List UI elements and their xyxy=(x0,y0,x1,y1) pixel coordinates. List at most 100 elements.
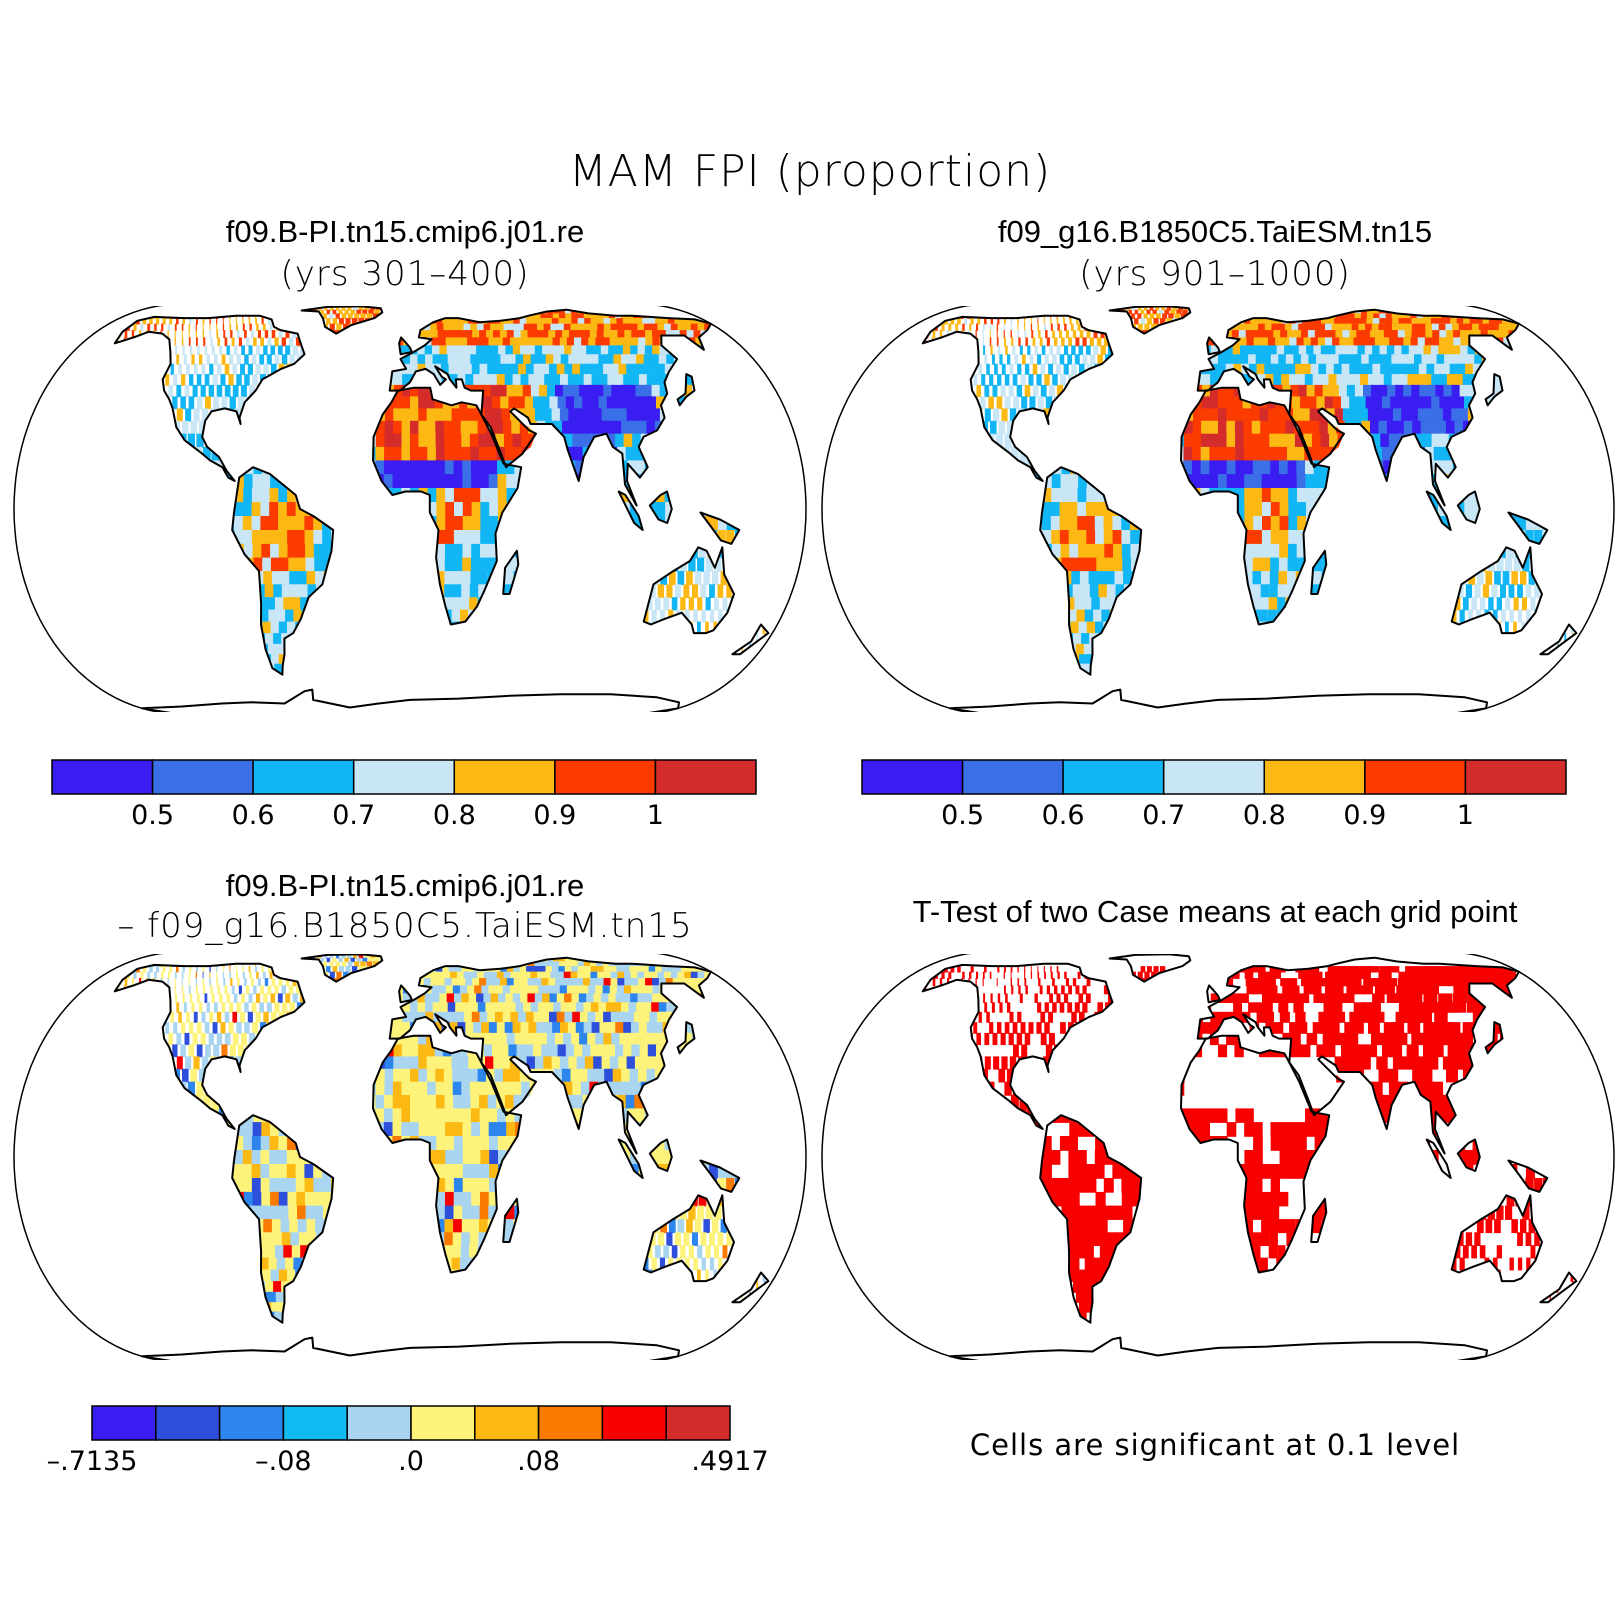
grid-cell xyxy=(1109,408,1118,422)
grid-cell xyxy=(631,680,633,689)
grid-cell xyxy=(88,558,100,572)
grid-cell xyxy=(1354,433,1366,448)
grid-cell xyxy=(1013,309,1017,315)
grid-cell xyxy=(1048,384,1055,398)
grid-cell xyxy=(1235,433,1245,448)
grid-cell xyxy=(1153,384,1162,398)
grid-cell xyxy=(1280,306,1291,311)
grid-cell xyxy=(1114,318,1119,325)
grid-cell xyxy=(604,420,616,435)
grid-cell xyxy=(357,516,367,531)
grid-cell xyxy=(1296,337,1307,347)
grid-cell xyxy=(153,330,155,339)
grid-cell xyxy=(91,571,103,585)
grid-cell xyxy=(1534,363,1551,375)
grid-cell xyxy=(549,557,558,572)
grid-cell xyxy=(1310,420,1322,435)
grid-cell xyxy=(932,330,936,339)
grid-cell xyxy=(323,460,332,475)
grid-cell xyxy=(418,420,428,435)
grid-cell xyxy=(269,502,279,517)
grid-cell xyxy=(763,446,769,462)
grid-cell xyxy=(1554,396,1569,410)
grid-cell xyxy=(549,460,560,475)
grid-cell xyxy=(221,396,228,410)
grid-cell xyxy=(513,446,524,462)
grid-cell xyxy=(347,330,354,339)
grid-cell xyxy=(183,354,187,365)
grid-cell xyxy=(602,680,605,689)
grid-cell xyxy=(1092,309,1095,315)
grid-cell xyxy=(1339,337,1351,347)
grid-cell xyxy=(1533,374,1549,386)
grid-cell xyxy=(1169,384,1178,398)
grid-cell xyxy=(643,354,658,365)
grid-cell xyxy=(1388,433,1400,448)
grid-cell xyxy=(440,663,448,674)
grid-cell xyxy=(138,337,140,347)
grid-cell xyxy=(198,502,209,517)
grid-cell xyxy=(274,337,279,347)
grid-cell xyxy=(243,474,253,489)
grid-cell xyxy=(699,530,709,545)
grid-cell xyxy=(718,609,723,623)
grid-cell xyxy=(160,672,176,682)
grid-cell xyxy=(618,309,635,315)
grid-cell xyxy=(1075,309,1076,315)
grid-cell xyxy=(1157,446,1167,462)
grid-cell xyxy=(1071,345,1076,355)
grid-cell xyxy=(1301,309,1312,315)
grid-cell xyxy=(128,633,143,645)
grid-cell xyxy=(1382,396,1394,410)
grid-cell xyxy=(968,408,974,422)
grid-cell xyxy=(497,543,507,559)
grid-cell xyxy=(474,680,480,689)
grid-cell xyxy=(357,460,367,475)
grid-cell xyxy=(546,384,559,398)
grid-cell xyxy=(462,488,473,503)
grid-cell xyxy=(341,584,352,598)
grid-cell xyxy=(420,306,428,308)
grid-cell xyxy=(918,330,921,338)
grid-cell xyxy=(972,306,980,308)
grid-cell xyxy=(1357,345,1370,355)
grid-cell xyxy=(1160,337,1168,347)
grid-cell xyxy=(114,672,119,682)
grid-cell xyxy=(1311,313,1322,319)
grid-cell xyxy=(76,516,86,531)
grid-cell xyxy=(721,621,725,634)
grid-cell xyxy=(688,654,690,665)
grid-cell xyxy=(1197,330,1205,339)
grid-cell xyxy=(565,446,576,462)
grid-cell xyxy=(360,680,370,689)
grid-cell xyxy=(993,408,1000,422)
grid-cell xyxy=(1024,306,1029,308)
grid-cell xyxy=(426,396,436,410)
grid-cell xyxy=(658,354,674,365)
grid-cell xyxy=(114,633,119,645)
grid-cell xyxy=(348,530,359,545)
grid-cell xyxy=(114,433,118,448)
grid-cell xyxy=(540,460,551,475)
grid-cell xyxy=(635,633,640,645)
grid-cell xyxy=(227,306,232,308)
grid-cell xyxy=(1491,433,1504,448)
grid-cell xyxy=(435,609,444,623)
grid-cell xyxy=(515,354,527,365)
grid-cell xyxy=(174,680,190,689)
grid-cell xyxy=(311,396,320,410)
grid-cell xyxy=(1036,446,1045,462)
grid-cell xyxy=(1407,446,1419,462)
grid-cell xyxy=(1245,306,1253,308)
grid-cell xyxy=(258,420,266,435)
grid-cell xyxy=(740,384,756,398)
grid-cell xyxy=(589,306,605,308)
grid-cell xyxy=(200,384,206,398)
grid-cell xyxy=(55,597,69,610)
grid-cell xyxy=(377,621,387,634)
grid-cell xyxy=(213,433,221,448)
grid-cell xyxy=(317,597,328,611)
grid-cell xyxy=(626,654,630,665)
grid-cell xyxy=(68,584,81,598)
grid-cell xyxy=(638,502,649,517)
